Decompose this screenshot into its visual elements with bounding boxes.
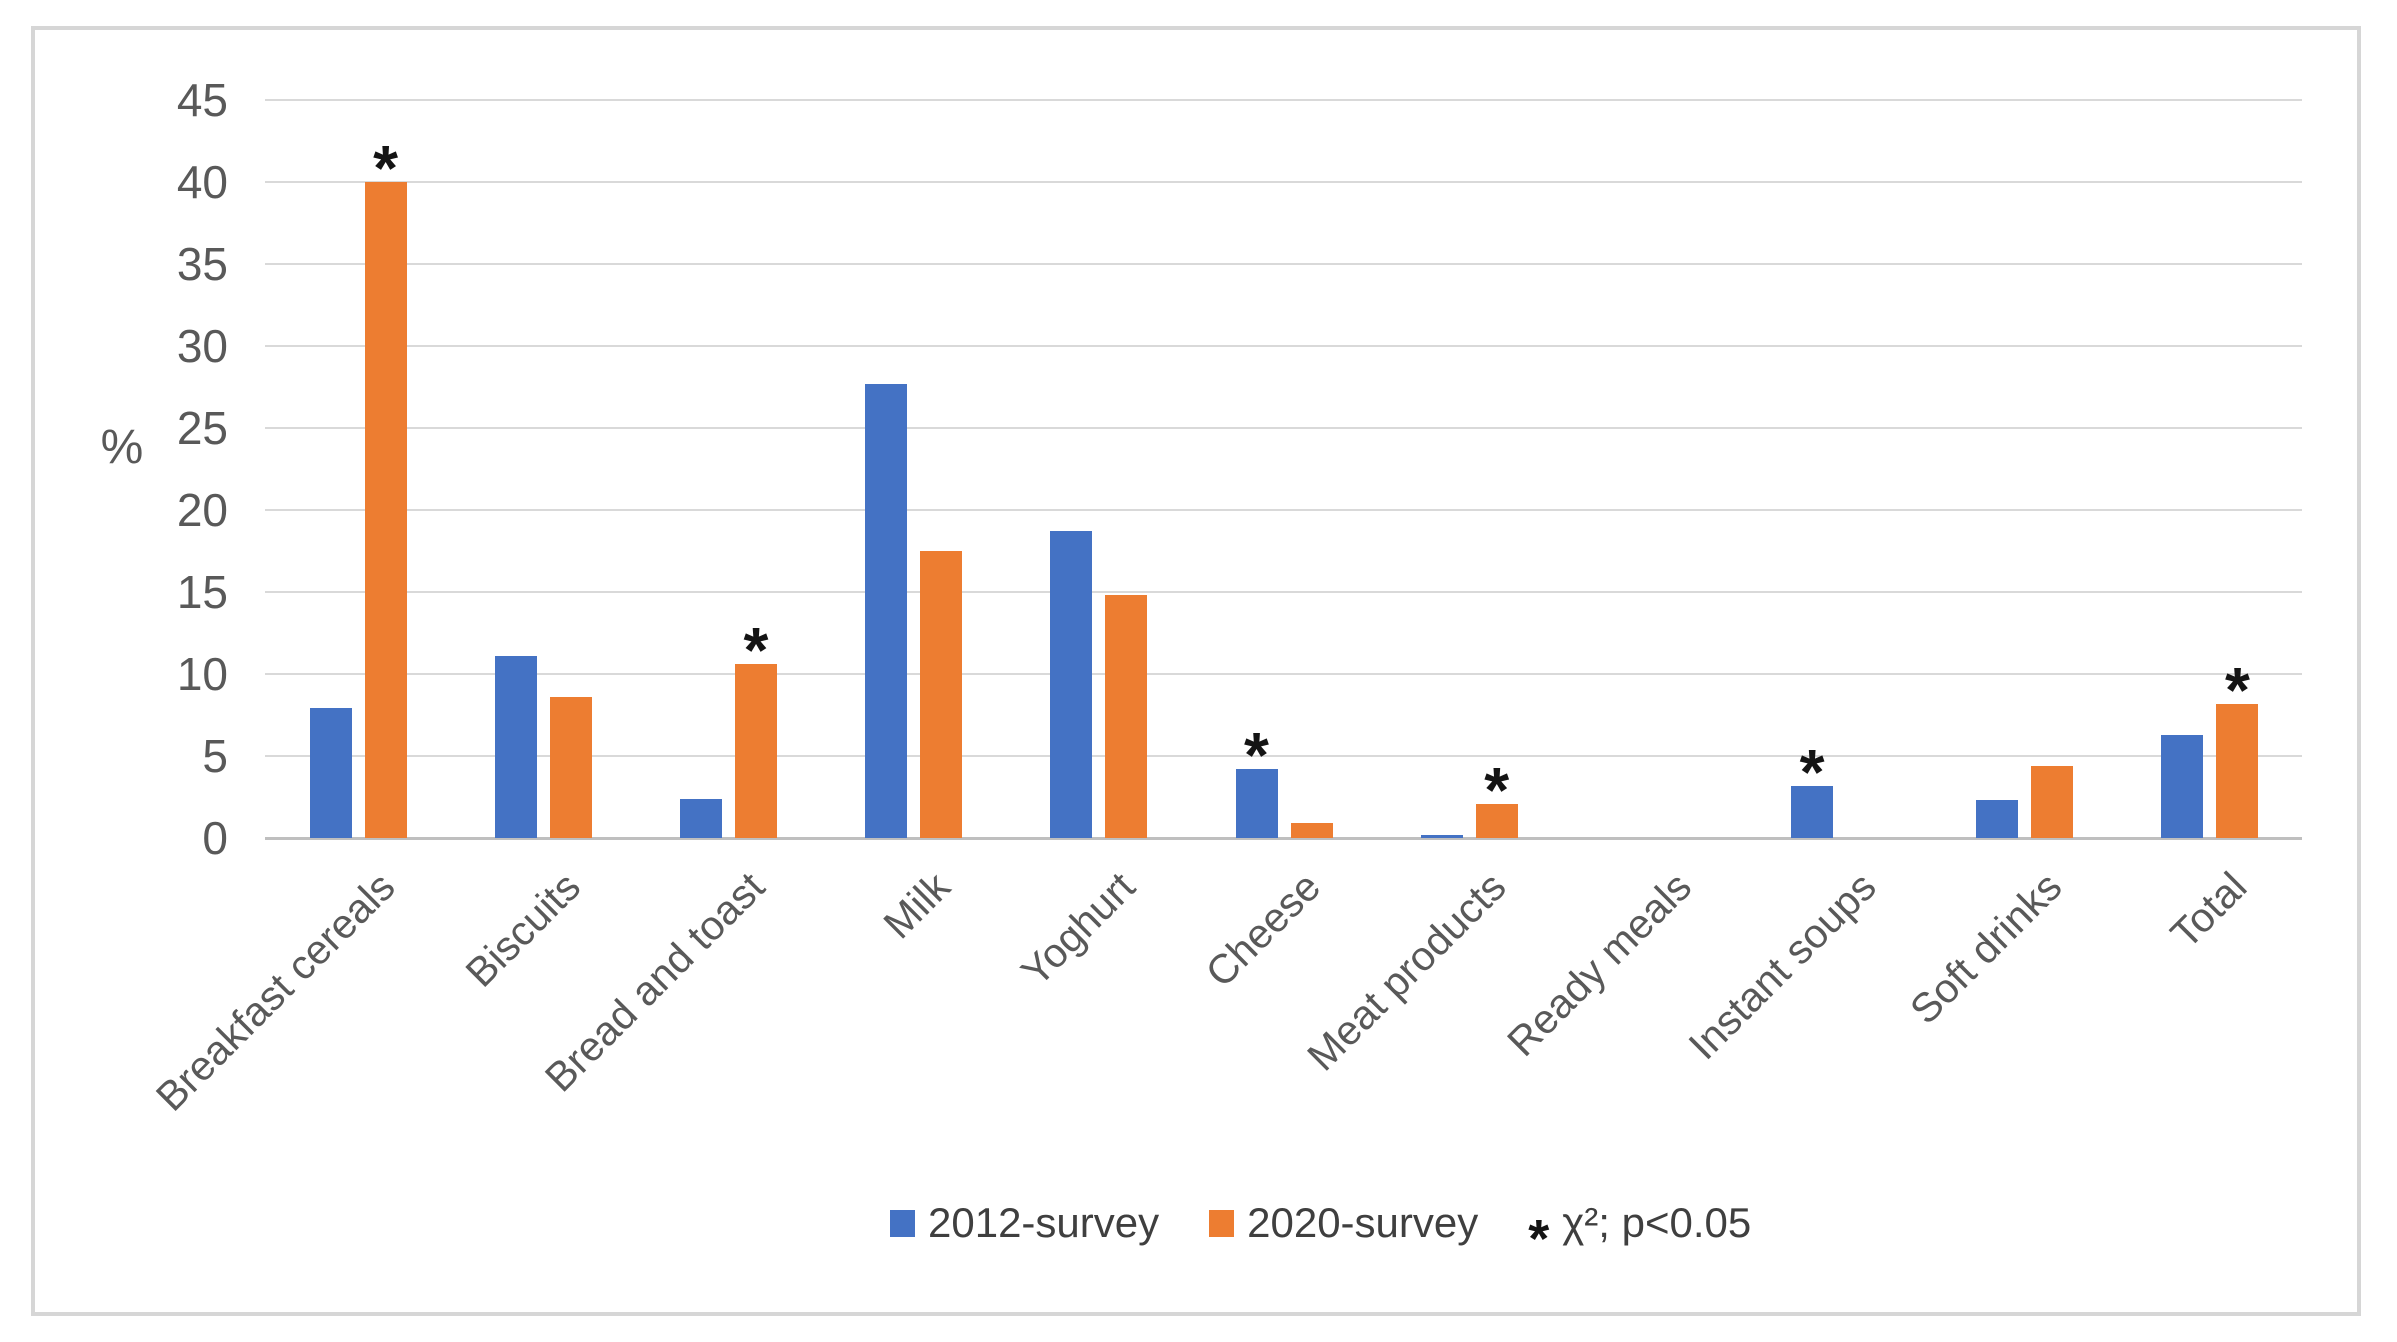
bar-2020-survey-breakfast-cereals bbox=[364, 182, 407, 838]
legend-item-significance: * χ²; p<0.05 bbox=[1528, 1192, 1752, 1269]
bar-2020-survey-biscuits bbox=[549, 696, 592, 838]
y-axis-title: % bbox=[100, 421, 144, 474]
y-tick-label: 20 bbox=[176, 484, 228, 536]
legend-label: 2012-survey bbox=[928, 1199, 1160, 1246]
y-tick-label: 25 bbox=[176, 402, 228, 454]
bar-2012-survey-biscuits bbox=[494, 655, 537, 838]
legend-swatch-icon bbox=[890, 1209, 915, 1237]
gridline bbox=[265, 591, 2302, 593]
gridline bbox=[265, 755, 2302, 757]
y-tick-label: 40 bbox=[176, 156, 228, 208]
y-tick-label: 35 bbox=[176, 238, 228, 290]
bar-2012-survey-bread-and-toast bbox=[679, 798, 722, 838]
bar-2020-survey-milk bbox=[920, 551, 963, 838]
bar-2012-survey-total bbox=[2161, 734, 2204, 838]
y-tick-label: 10 bbox=[176, 648, 228, 700]
legend-item-2012-survey: 2012-survey bbox=[890, 1199, 1159, 1247]
asterisk-icon: * bbox=[1528, 1209, 1550, 1270]
significance-asterisk: * bbox=[1244, 719, 1269, 792]
y-tick-label: 0 bbox=[202, 812, 228, 864]
bar-2012-survey-cheese bbox=[1235, 769, 1278, 838]
gridline bbox=[265, 345, 2302, 347]
bar-2012-survey-breakfast-cereals bbox=[309, 708, 352, 838]
bar-2020-survey-meat-products bbox=[1475, 803, 1518, 838]
y-tick-label: 45 bbox=[176, 74, 228, 126]
legend-sig-label: χ²; p<0.05 bbox=[1562, 1199, 1752, 1246]
y-tick-label: 5 bbox=[202, 730, 228, 782]
gridline bbox=[265, 263, 2302, 265]
significance-asterisk: * bbox=[743, 614, 769, 687]
y-tick-label: 15 bbox=[176, 566, 228, 618]
legend-label: 2020-survey bbox=[1247, 1199, 1479, 1246]
legend-item-2020-survey: 2020-survey bbox=[1209, 1199, 1478, 1247]
bar-2012-survey-soft-drinks bbox=[1976, 800, 2019, 838]
gridline bbox=[265, 673, 2302, 675]
legend: 2012-survey 2020-survey * χ²; p<0.05 bbox=[890, 1192, 1752, 1269]
significance-asterisk: * bbox=[2224, 653, 2250, 726]
gridline bbox=[265, 427, 2302, 429]
bar-2012-survey-instant-soups bbox=[1791, 785, 1834, 838]
gridline bbox=[265, 509, 2302, 511]
bar-2020-survey-bread-and-toast bbox=[734, 664, 777, 838]
significance-asterisk: * bbox=[373, 132, 399, 204]
bar-2020-survey-soft-drinks bbox=[2031, 765, 2074, 838]
bar-2012-survey-milk bbox=[865, 383, 908, 838]
gridline bbox=[265, 99, 2302, 101]
bar-2012-survey-meat-products bbox=[1420, 834, 1463, 838]
significance-asterisk: * bbox=[1484, 753, 1510, 826]
bar-2012-survey-yoghurt bbox=[1050, 531, 1093, 838]
significance-asterisk: * bbox=[1799, 735, 1825, 808]
bar-2020-survey-cheese bbox=[1290, 823, 1333, 838]
y-tick-label: 30 bbox=[176, 320, 228, 372]
bar-2020-survey-total bbox=[2216, 703, 2259, 838]
bar-2020-survey-yoghurt bbox=[1105, 595, 1148, 838]
x-axis-line bbox=[265, 837, 2302, 840]
chart-border bbox=[31, 26, 2361, 1316]
legend-swatch-icon bbox=[1209, 1209, 1235, 1237]
gridline bbox=[265, 181, 2302, 183]
